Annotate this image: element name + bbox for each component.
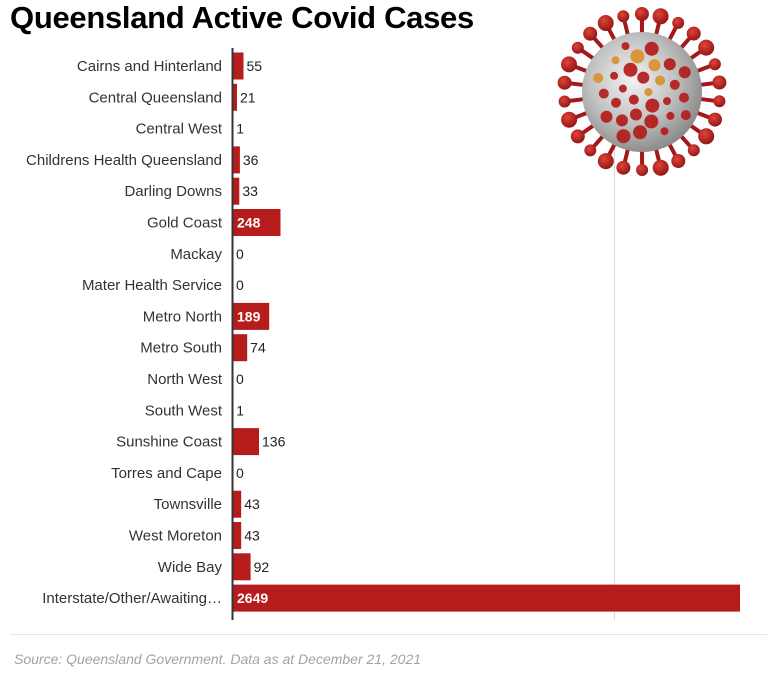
category-label: Central West bbox=[136, 121, 223, 138]
coronavirus-icon bbox=[557, 7, 727, 176]
bar bbox=[233, 490, 242, 518]
value-label: 189 bbox=[237, 308, 261, 324]
value-label: 1 bbox=[236, 121, 244, 137]
category-label: Sunshine Coast bbox=[116, 434, 223, 451]
bars-group: Cairns and Hinterland 55 Central Queenslan… bbox=[26, 52, 740, 612]
value-label: 0 bbox=[236, 465, 244, 481]
value-label: 0 bbox=[236, 371, 244, 387]
category-label: Wide Bay bbox=[158, 559, 223, 576]
bar bbox=[233, 334, 248, 362]
category-label: Cairns and Hinterland bbox=[77, 58, 222, 75]
value-label: 136 bbox=[262, 434, 286, 450]
category-label: North West bbox=[147, 371, 223, 388]
value-label: 36 bbox=[243, 152, 259, 168]
category-label: Townsville bbox=[154, 496, 222, 513]
value-label: 43 bbox=[244, 496, 260, 512]
value-label: 0 bbox=[236, 277, 244, 293]
bar bbox=[233, 522, 242, 549]
category-label: West Moreton bbox=[129, 528, 222, 545]
bar bbox=[233, 209, 281, 236]
value-label: 55 bbox=[247, 58, 263, 74]
bar bbox=[233, 584, 740, 612]
source-note: Source: Queensland Government. Data as a… bbox=[14, 651, 422, 667]
footer-divider bbox=[10, 634, 767, 635]
bar bbox=[233, 146, 240, 174]
category-label: Gold Coast bbox=[147, 215, 223, 232]
value-label: 248 bbox=[237, 215, 261, 231]
bar-chart: Cairns and Hinterland 55 Central Queenslan… bbox=[26, 48, 740, 620]
bar bbox=[233, 302, 270, 330]
category-label: Torres and Cape bbox=[111, 465, 222, 482]
category-label: Mackay bbox=[170, 246, 222, 263]
chart-title: Queensland Active Covid Cases bbox=[10, 0, 474, 35]
category-label: Metro North bbox=[143, 308, 222, 325]
category-label: Mater Health Service bbox=[82, 277, 222, 294]
bar bbox=[233, 553, 251, 581]
bar bbox=[233, 177, 240, 205]
category-label: Interstate/Other/Awaiting… bbox=[42, 590, 222, 607]
value-label: 21 bbox=[240, 89, 256, 105]
category-label: Childrens Health Queensland bbox=[26, 152, 222, 169]
value-label: 0 bbox=[236, 246, 244, 262]
value-label: 43 bbox=[244, 528, 260, 544]
bar bbox=[233, 83, 237, 111]
category-label: Metro South bbox=[140, 340, 222, 357]
category-label: Central Queensland bbox=[89, 89, 222, 106]
category-label: Darling Downs bbox=[124, 183, 222, 200]
bar bbox=[233, 52, 244, 80]
value-label: 92 bbox=[254, 559, 270, 575]
value-label: 2649 bbox=[237, 590, 268, 606]
value-label: 1 bbox=[236, 402, 244, 418]
bar bbox=[233, 428, 259, 456]
value-label: 33 bbox=[242, 183, 258, 199]
category-label: South West bbox=[145, 402, 223, 419]
value-label: 74 bbox=[250, 340, 266, 356]
